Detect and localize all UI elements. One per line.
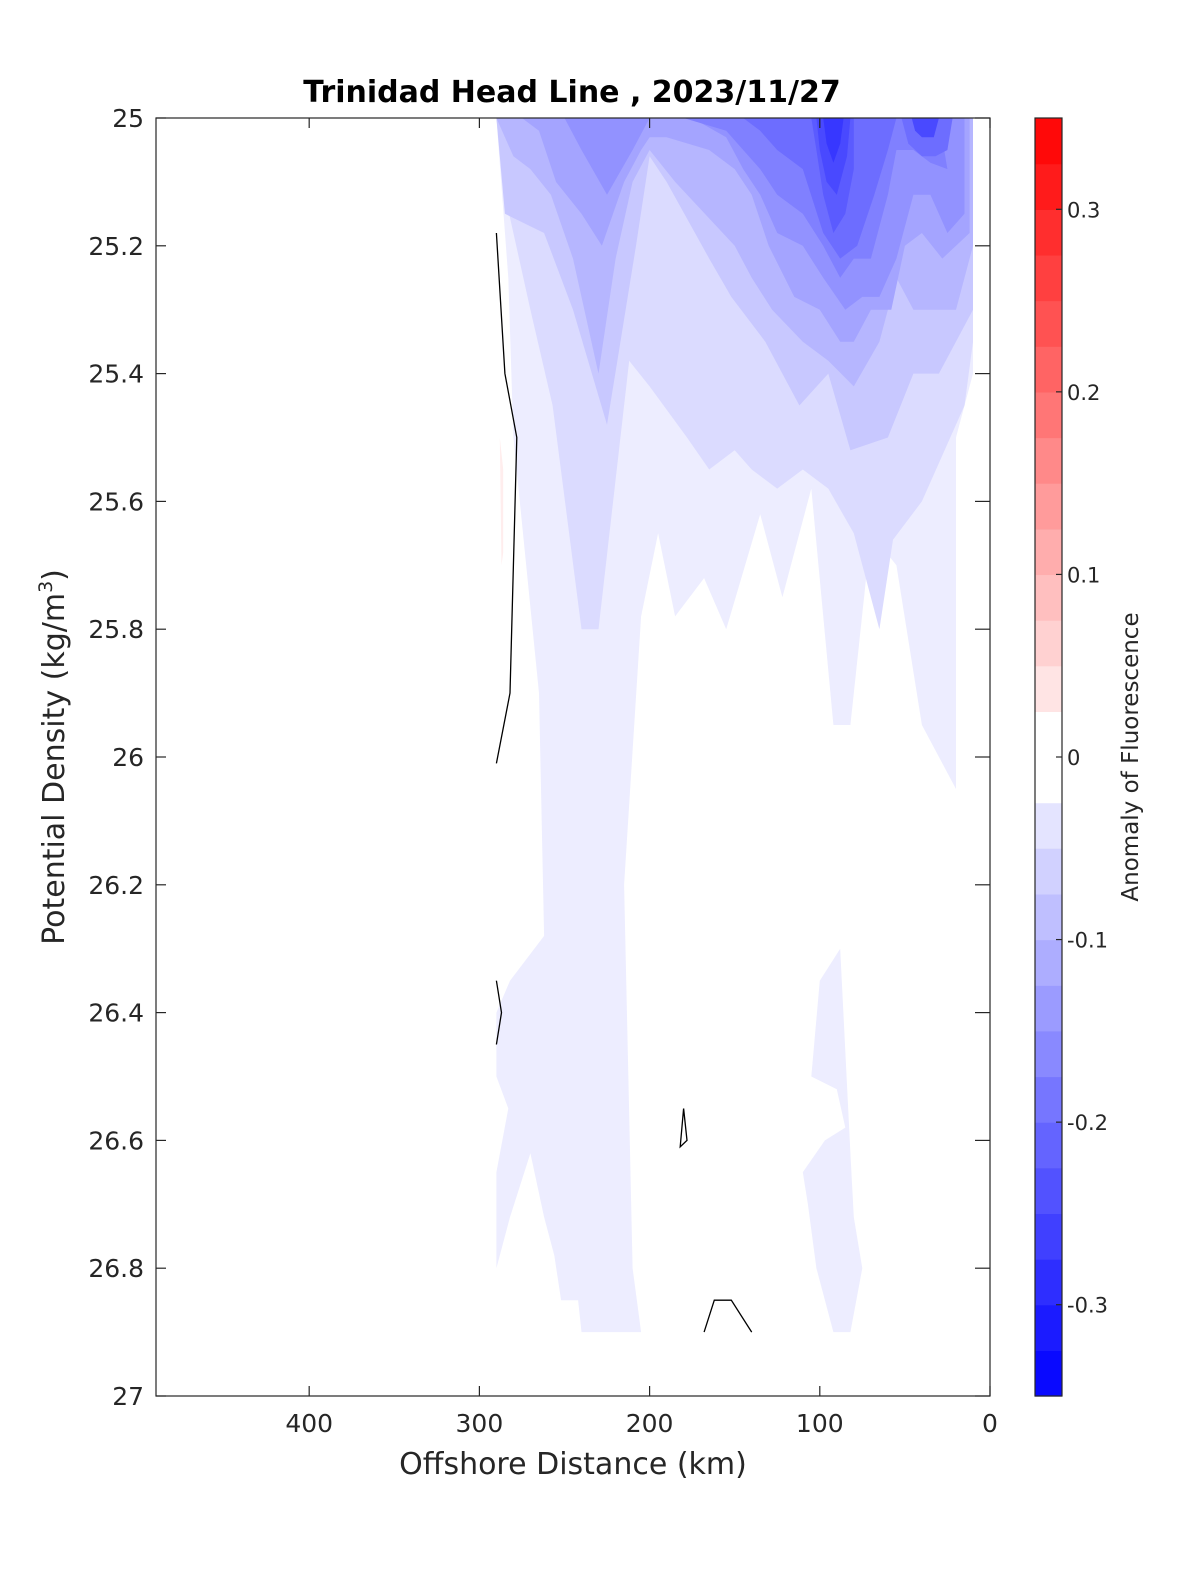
colorbar-segment xyxy=(1035,1259,1062,1306)
colorbar-segment xyxy=(1035,391,1062,439)
y-tick-label: 26.4 xyxy=(88,999,144,1028)
x-tick-label: 0 xyxy=(982,1409,998,1438)
colorbar-segment xyxy=(1035,1076,1062,1123)
chart-title: Trinidad Head Line , 2023/11/27 xyxy=(303,75,840,110)
contour-region-8 xyxy=(743,118,897,259)
colorbar-tick-label: 0.3 xyxy=(1067,198,1100,222)
colorbar-segment xyxy=(1035,437,1062,484)
y-axis-label-close: ) xyxy=(37,569,72,581)
contour-region-13 xyxy=(823,118,844,163)
colorbar-segment xyxy=(1035,1304,1062,1351)
y-tick-label: 26.6 xyxy=(88,1126,144,1155)
colorbar-tick-label: -0.2 xyxy=(1067,1111,1108,1135)
y-tick-label: 26.8 xyxy=(88,1254,144,1283)
y-tick-label: 25 xyxy=(112,104,144,133)
colorbar-segment xyxy=(1035,1213,1062,1260)
zero-contour-layer xyxy=(495,232,753,1333)
colorbar-segment xyxy=(1035,574,1062,621)
x-tick-label: 200 xyxy=(626,1409,674,1438)
colorbar-segment xyxy=(1035,802,1062,849)
zero-contour-line-3 xyxy=(703,1299,753,1333)
colorbar-segment xyxy=(1035,985,1062,1032)
x-tick-label: 100 xyxy=(796,1409,844,1438)
y-tick-label: 26 xyxy=(112,743,144,772)
colorbar-segment xyxy=(1035,757,1062,804)
colorbar-tick-label: 0.1 xyxy=(1067,563,1100,587)
contour-fill-layer xyxy=(496,118,973,1333)
y-axis-label: Potential Density (kg/m3) xyxy=(35,569,72,945)
y-tick-label: 25.8 xyxy=(88,615,144,644)
colorbar-segment xyxy=(1035,483,1062,530)
colorbar-tick-label: 0 xyxy=(1067,746,1080,770)
y-tick-label: 26.2 xyxy=(88,871,144,900)
colorbar-segment xyxy=(1035,711,1062,758)
contour-region-14 xyxy=(499,437,504,566)
colorbar-tick-label: -0.1 xyxy=(1067,929,1108,953)
y-axis-ticks: 25 25.2 25.4 25.6 25.8 26 26.2 26.4 26.6 26.8 27 xyxy=(88,104,990,1411)
colorbar-segment xyxy=(1035,620,1062,667)
y-tick-label: 25.4 xyxy=(88,360,144,389)
zero-contour-line-0 xyxy=(495,232,518,764)
colorbar-segment xyxy=(1035,209,1062,256)
y-tick-label: 25.6 xyxy=(88,487,144,516)
x-axis-label: Offshore Distance (km) xyxy=(399,1447,747,1482)
colorbar-segment xyxy=(1035,118,1062,165)
colorbar-segment xyxy=(1035,1350,1062,1397)
colorbar-segment xyxy=(1035,1030,1062,1078)
colorbar xyxy=(1034,117,1063,1397)
colorbar-segment xyxy=(1035,939,1062,986)
colorbar-segment xyxy=(1035,163,1062,210)
colorbar-segment xyxy=(1035,300,1062,347)
colorbar-segment xyxy=(1035,1167,1062,1215)
colorbar-segment xyxy=(1035,893,1062,941)
colorbar-segment xyxy=(1035,528,1062,576)
y-axis-label-main: Potential Density (kg/m xyxy=(37,593,72,945)
colorbar-segment xyxy=(1035,665,1062,712)
zero-contour-line-2 xyxy=(679,1108,688,1149)
y-axis-label-superscript: 3 xyxy=(35,581,57,593)
colorbar-tick-label: -0.3 xyxy=(1067,1294,1108,1318)
x-tick-label: 300 xyxy=(456,1409,504,1438)
colorbar-segment xyxy=(1035,848,1062,895)
zero-contour-line-1 xyxy=(495,980,503,1045)
colorbar-ticks: 0.3 0.2 0.1 0 -0.1 -0.2 -0.3 xyxy=(1056,198,1108,1318)
colorbar-segment xyxy=(1035,1122,1062,1169)
contour-region-12 xyxy=(911,118,939,138)
colorbar-segment xyxy=(1035,346,1062,393)
colorbar-label: Anomaly of Fluorescence xyxy=(1118,612,1144,901)
colorbar-segment xyxy=(1035,254,1062,302)
y-tick-label: 27 xyxy=(112,1382,144,1411)
colorbar-tick-label: 0.2 xyxy=(1067,381,1100,405)
x-tick-label: 400 xyxy=(285,1409,333,1438)
contour-region-1 xyxy=(802,948,863,1333)
y-tick-label: 25.2 xyxy=(88,232,144,261)
x-axis-ticks: 400 300 200 100 0 xyxy=(285,118,998,1438)
